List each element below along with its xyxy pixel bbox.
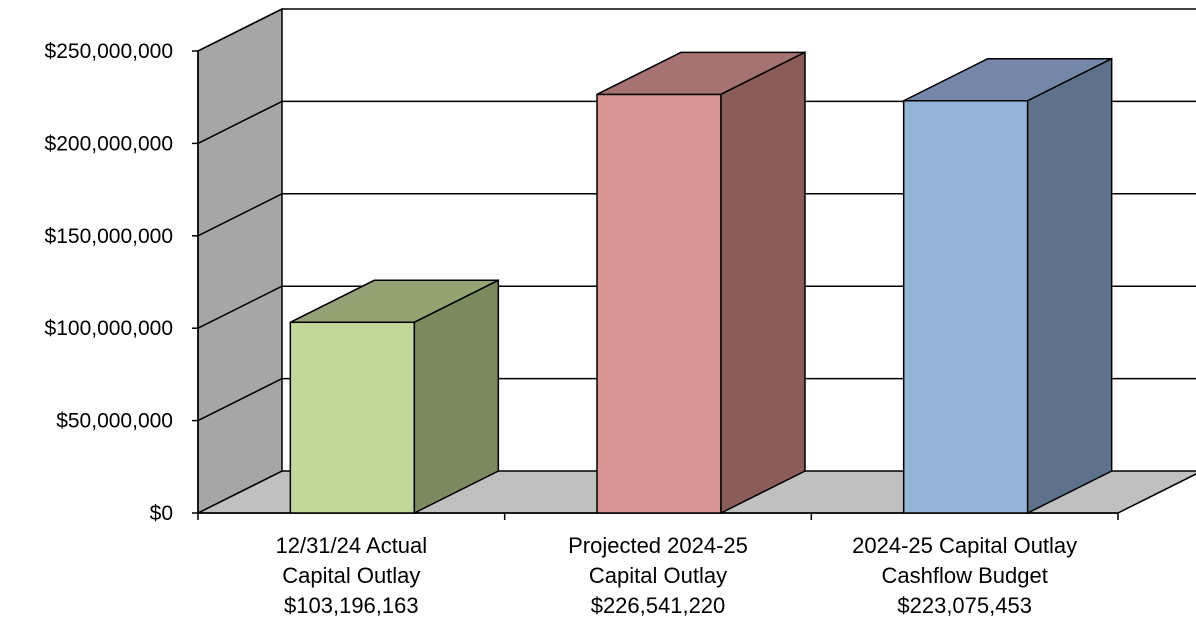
y-tick-label: $200,000,000: [45, 132, 173, 155]
x-category-label: 12/31/24 Actual: [275, 533, 427, 558]
bars: [289, 51, 1113, 515]
bar-side: [413, 279, 500, 515]
y-tick-label: $250,000,000: [45, 40, 173, 63]
bar-front: [596, 93, 722, 514]
gridline-wall: [197, 8, 283, 52]
bar-front: [902, 100, 1029, 514]
chart-side-wall: [197, 7, 283, 515]
gridline-wall: [197, 377, 283, 422]
x-category-label: $103,196,163: [284, 593, 419, 618]
x-category-label: Capital Outlay: [589, 563, 727, 588]
bar-front: [289, 321, 416, 514]
bar: [596, 51, 806, 515]
bar: [289, 279, 500, 515]
bar-side: [720, 51, 806, 515]
x-category-label: Capital Outlay: [282, 563, 420, 588]
gridline-wall: [197, 193, 283, 237]
x-category-label: $223,075,453: [897, 593, 1032, 618]
y-tick-label: $150,000,000: [45, 225, 173, 248]
gridline-wall: [197, 100, 283, 145]
bar-side: [1026, 57, 1113, 515]
x-category-label: Cashflow Budget: [882, 563, 1048, 588]
gridline-wall: [197, 285, 283, 329]
y-tick-label: $50,000,000: [56, 410, 173, 433]
bar: [902, 57, 1113, 515]
x-category-label: Projected 2024-25: [568, 533, 748, 558]
x-category-label: $226,541,220: [591, 593, 726, 618]
y-tick-label: $100,000,000: [45, 317, 173, 340]
y-tick-label: $0: [150, 502, 173, 525]
labels: $0 $50,000,000 $100,000,000 $150,000,000 $20…: [45, 40, 1078, 618]
x-category-label: 2024-25 Capital Outlay: [852, 533, 1077, 558]
